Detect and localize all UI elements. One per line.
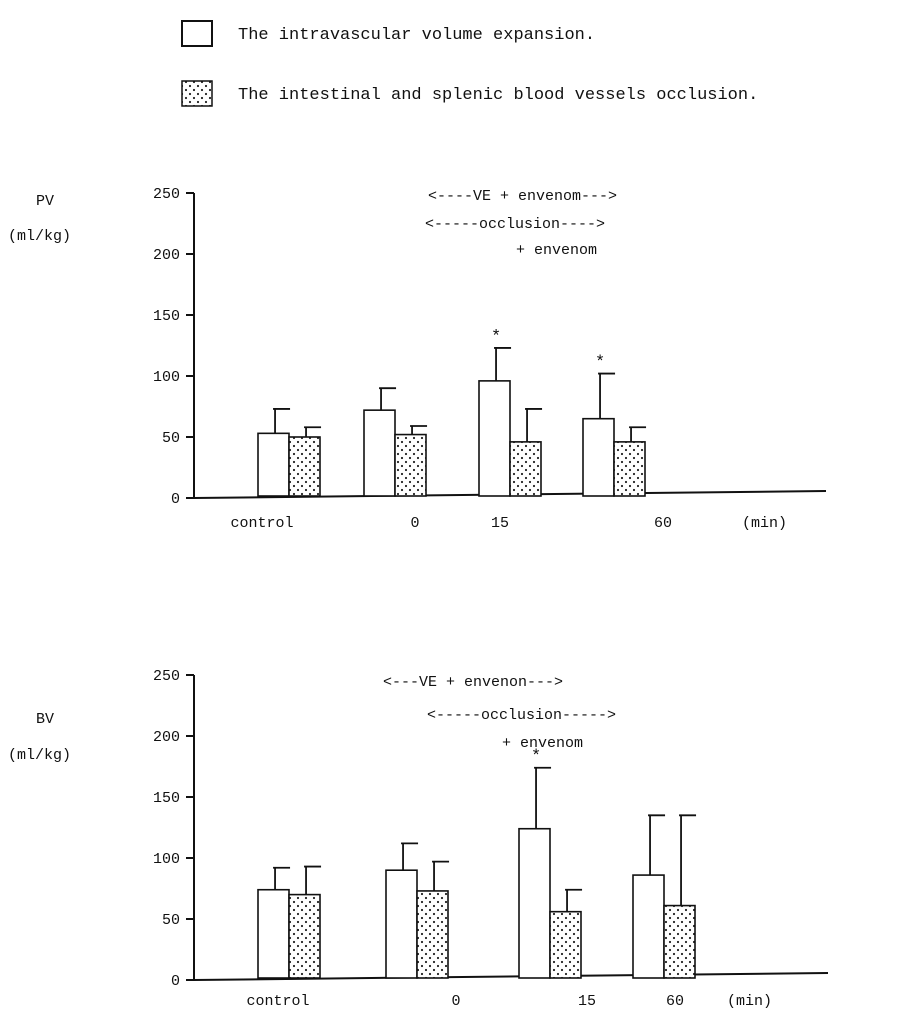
chart-pv-ytick-label-3: 150 xyxy=(153,308,180,325)
chart-bv-x-unit: (min) xyxy=(727,993,772,1010)
chart-pv-category-label-0: control xyxy=(230,515,293,532)
chart-pv-bar-s1-0 xyxy=(288,436,321,497)
chart-pv-bar-s0-2 xyxy=(478,380,511,497)
chart-pv-ylabel-line1: PV xyxy=(36,193,54,210)
chart-bv-ylabel-line1: BV xyxy=(36,711,54,728)
chart-bv-bar-s0-2 xyxy=(518,827,551,979)
legend-label-dotted: The intestinal and splenic blood vessels… xyxy=(238,86,758,105)
legend-swatch-dotted xyxy=(181,80,213,107)
chart-bv-bar-s1-1 xyxy=(416,890,449,979)
chart-bv-ytick-label-4: 200 xyxy=(153,729,180,746)
legend-item-open: The intravascular volume expansion. xyxy=(181,20,595,47)
chart-bv-ytick-label-5: 250 xyxy=(153,668,180,685)
chart-pv-category-label-3: 60 xyxy=(654,515,672,532)
chart-bv-annotation-envenom: + envenom xyxy=(502,735,583,752)
chart-pv-bar-s1-2 xyxy=(509,441,542,497)
chart-pv-ytick-label-2: 100 xyxy=(153,369,180,386)
chart-pv-annotation-envenom: + envenom xyxy=(516,242,597,259)
legend-label-open: The intravascular volume expansion. xyxy=(238,26,595,45)
chart-bv-significance-s0-2: * xyxy=(531,748,541,767)
chart-pv-category-label-2: 15 xyxy=(491,515,509,532)
chart-pv-bar-s1-1 xyxy=(394,433,427,497)
chart-pv-annotation-ve: <----VE + envenom---> xyxy=(428,188,617,205)
chart-bv-category-label-0: control xyxy=(246,993,309,1010)
chart-pv-plot: 0 50 100 150 200 250 control 0 15 60 * * xyxy=(153,186,827,532)
chart-bv: BV (ml/kg) <---VE + envenon---> <-----oc… xyxy=(8,668,829,1010)
chart-pv: PV (ml/kg) <----VE + envenom---> <-----o… xyxy=(8,186,827,532)
chart-bv-ytick-label-0: 0 xyxy=(171,973,180,990)
chart-bv-category-label-3: 60 xyxy=(666,993,684,1010)
chart-bv-x-axis xyxy=(193,972,829,981)
chart-bv-ytick-label-3: 150 xyxy=(153,790,180,807)
chart-pv-ytick-label-4: 200 xyxy=(153,247,180,264)
chart-pv-ytick-label-0: 0 xyxy=(171,491,180,508)
chart-pv-bar-s0-0 xyxy=(257,432,290,497)
legend-swatch-open xyxy=(181,20,213,47)
chart-bv-ytick-label-2: 100 xyxy=(153,851,180,868)
chart-bv-category-label-2: 15 xyxy=(578,993,596,1010)
chart-bv-bar-s1-2 xyxy=(549,910,582,979)
chart-bv-category-label-1: 0 xyxy=(451,993,460,1010)
chart-pv-bar-s1-3 xyxy=(613,441,646,497)
chart-pv-bar-s0-3 xyxy=(582,417,615,497)
chart-pv-significance-s0-2: * xyxy=(491,328,501,347)
chart-bv-bar-s1-0 xyxy=(288,893,321,979)
chart-bv-bar-s0-3 xyxy=(632,874,665,979)
chart-pv-significance-s0-3: * xyxy=(595,354,605,373)
chart-bv-ylabel-line2: (ml/kg) xyxy=(8,747,71,764)
chart-bv-annotation-ve: <---VE + envenon---> xyxy=(383,674,563,691)
chart-bv-bar-s1-3 xyxy=(663,904,696,979)
chart-pv-category-label-1: 0 xyxy=(410,515,419,532)
chart-pv-annotation-occlusion: <-----occlusion----> xyxy=(425,216,605,233)
chart-bv-annotation-occlusion: <-----occlusion-----> xyxy=(427,707,616,724)
chart-pv-ylabel-line2: (ml/kg) xyxy=(8,228,71,245)
chart-pv-ytick-label-5: 250 xyxy=(153,186,180,203)
legend-item-dotted: The intestinal and splenic blood vessels… xyxy=(181,80,758,107)
chart-bv-plot: 0 50 100 150 200 250 control 0 15 60 * xyxy=(153,668,829,1010)
chart-pv-ytick-label-1: 50 xyxy=(162,430,180,447)
chart-bv-bar-s0-1 xyxy=(385,869,418,979)
chart-bv-ytick-label-1: 50 xyxy=(162,912,180,929)
chart-bv-bar-s0-0 xyxy=(257,888,290,979)
chart-pv-x-unit: (min) xyxy=(742,515,787,532)
legend: The intravascular volume expansion. The … xyxy=(181,20,758,107)
chart-pv-bar-s0-1 xyxy=(363,409,396,497)
